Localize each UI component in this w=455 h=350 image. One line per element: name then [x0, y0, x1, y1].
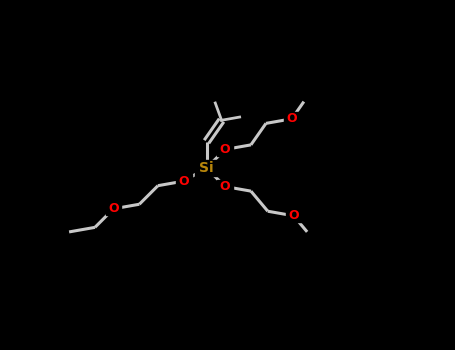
- Text: O: O: [178, 175, 189, 188]
- FancyBboxPatch shape: [106, 202, 121, 216]
- FancyBboxPatch shape: [284, 112, 300, 125]
- Text: O: O: [287, 112, 297, 125]
- FancyBboxPatch shape: [176, 174, 192, 188]
- FancyBboxPatch shape: [286, 209, 302, 223]
- Text: O: O: [108, 202, 119, 215]
- Text: O: O: [220, 143, 230, 156]
- FancyBboxPatch shape: [217, 143, 233, 156]
- FancyBboxPatch shape: [217, 180, 233, 193]
- Text: O: O: [220, 180, 230, 193]
- FancyBboxPatch shape: [195, 160, 218, 176]
- Text: O: O: [288, 209, 299, 222]
- Text: Si: Si: [199, 161, 214, 175]
